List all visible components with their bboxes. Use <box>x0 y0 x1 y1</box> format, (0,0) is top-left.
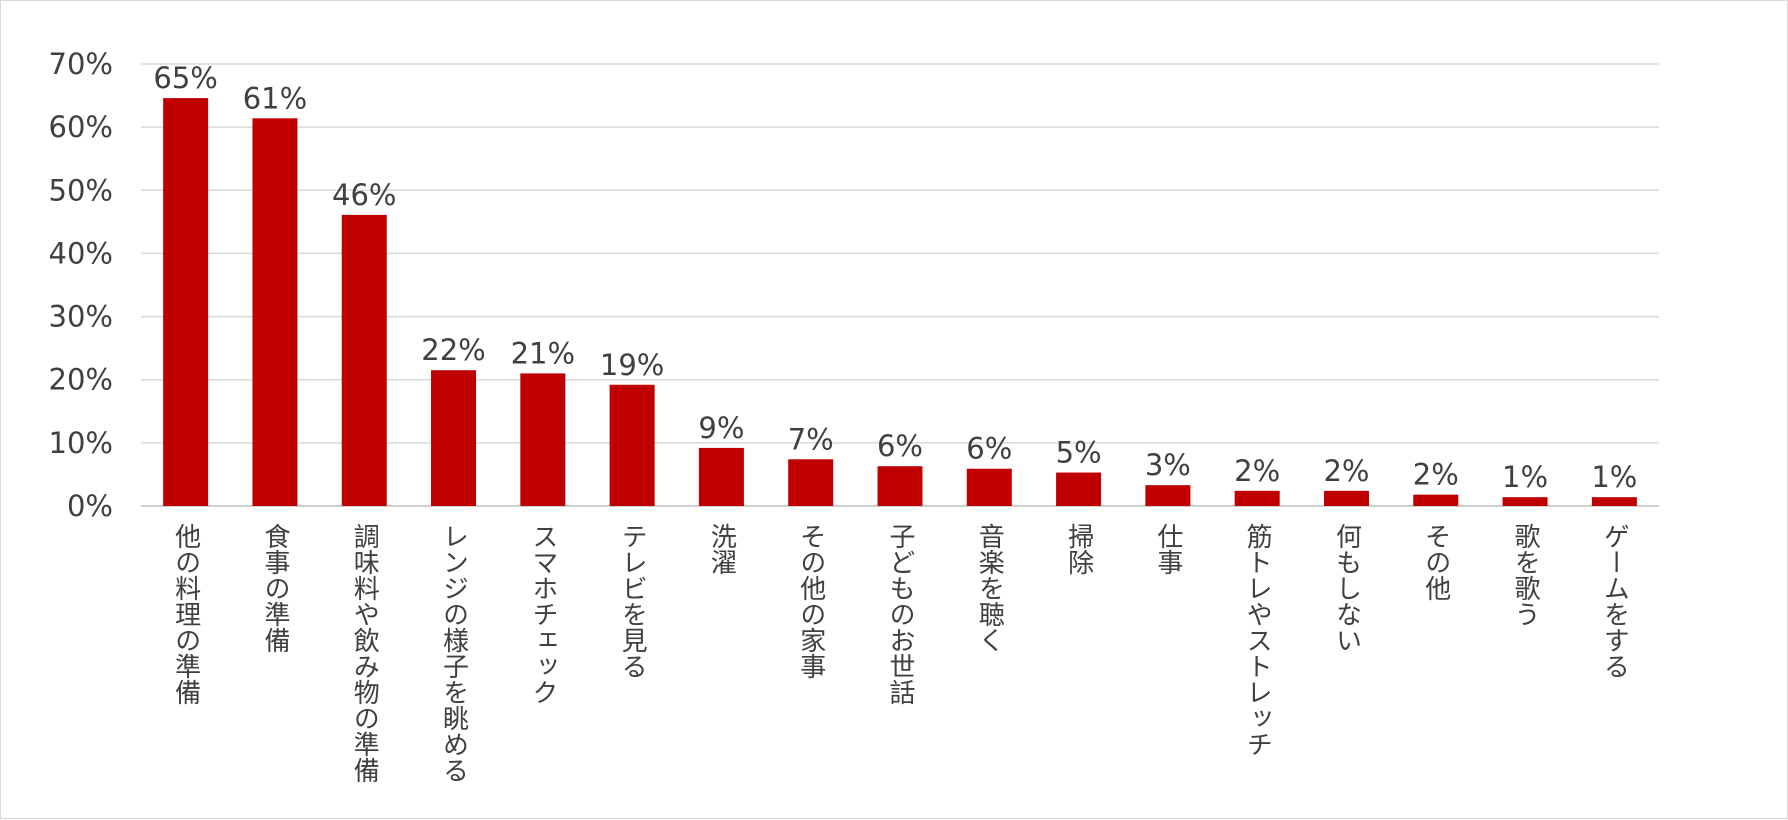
category-label: 洗濯 <box>706 523 736 575</box>
category-label: 何もしない <box>1331 523 1361 653</box>
y-tick-label: 50% <box>49 173 113 207</box>
category-label: 調味料や飲み物の準備 <box>349 523 379 783</box>
y-tick-label: 30% <box>49 300 113 334</box>
bars <box>163 98 1637 507</box>
data-label: 22% <box>421 333 485 367</box>
bar <box>788 459 834 506</box>
bar <box>1502 497 1548 506</box>
bar <box>163 98 209 507</box>
data-label: 46% <box>332 178 396 212</box>
bar <box>520 373 566 506</box>
data-label: 2% <box>1234 454 1280 488</box>
data-label: 61% <box>243 81 307 115</box>
data-label: 5% <box>1056 436 1102 470</box>
data-label: 19% <box>600 348 664 382</box>
bar <box>1323 490 1369 506</box>
data-label: 65% <box>153 61 217 95</box>
data-label: 7% <box>788 422 834 456</box>
bar <box>1056 472 1102 506</box>
bar <box>1591 497 1637 506</box>
y-tick-label: 40% <box>49 236 113 270</box>
data-label: 21% <box>511 336 575 370</box>
bar <box>252 118 298 506</box>
category-label: 食事の準備 <box>260 523 290 653</box>
category-label: 筋トレやストレッチ <box>1242 523 1272 757</box>
category-label: 音楽を聴く <box>974 523 1004 653</box>
y-tick-label: 60% <box>49 110 113 144</box>
data-label: 9% <box>698 411 744 445</box>
category-label: ゲームをする <box>1599 523 1629 679</box>
y-tick-label: 10% <box>49 426 113 460</box>
data-label: 1% <box>1591 460 1637 494</box>
y-tick-label: 70% <box>49 47 113 81</box>
category-label: 子どものお世話 <box>885 523 915 705</box>
bar <box>1145 485 1191 506</box>
category-label: 他の料理の準備 <box>171 523 201 705</box>
data-labels: 65% 61% 46% 22% 21% 19% 9% 7% 6% 6% 5% 3% 2% 2% 2% 1% 1% <box>153 61 1637 494</box>
bar <box>1413 494 1459 506</box>
bar <box>431 370 477 506</box>
data-label: 2% <box>1413 458 1459 492</box>
gridlines <box>141 63 1659 507</box>
category-label: その他の家事 <box>796 523 826 679</box>
data-label: 3% <box>1145 448 1191 482</box>
category-label: レンジの様子を眺める <box>439 523 469 783</box>
category-label: テレビを見る <box>617 523 647 679</box>
category-label: 掃除 <box>1064 523 1094 575</box>
data-label: 6% <box>966 432 1012 466</box>
y-axis-tick-labels: 0% 10% 20% 30% 40% 50% 60% 70% <box>49 47 113 523</box>
category-label: その他 <box>1421 523 1451 601</box>
category-label: スマホチェック <box>528 523 558 705</box>
category-labels: 他の料理の準備 食事の準備 調味料や飲み物の準備 レンジの様子を眺める スマホチェック テ… <box>171 523 1630 783</box>
category-label: 仕事 <box>1153 523 1183 575</box>
data-label: 6% <box>877 429 923 463</box>
category-label: 歌を歌う <box>1510 523 1540 627</box>
y-tick-label: 20% <box>49 363 113 397</box>
bar <box>698 447 744 506</box>
bar <box>877 466 923 506</box>
bar <box>341 214 387 506</box>
data-label: 2% <box>1323 454 1369 488</box>
bar <box>609 384 655 506</box>
y-tick-label: 0% <box>67 489 113 523</box>
bar <box>966 468 1012 506</box>
bar <box>1234 490 1280 506</box>
data-label: 1% <box>1502 460 1548 494</box>
